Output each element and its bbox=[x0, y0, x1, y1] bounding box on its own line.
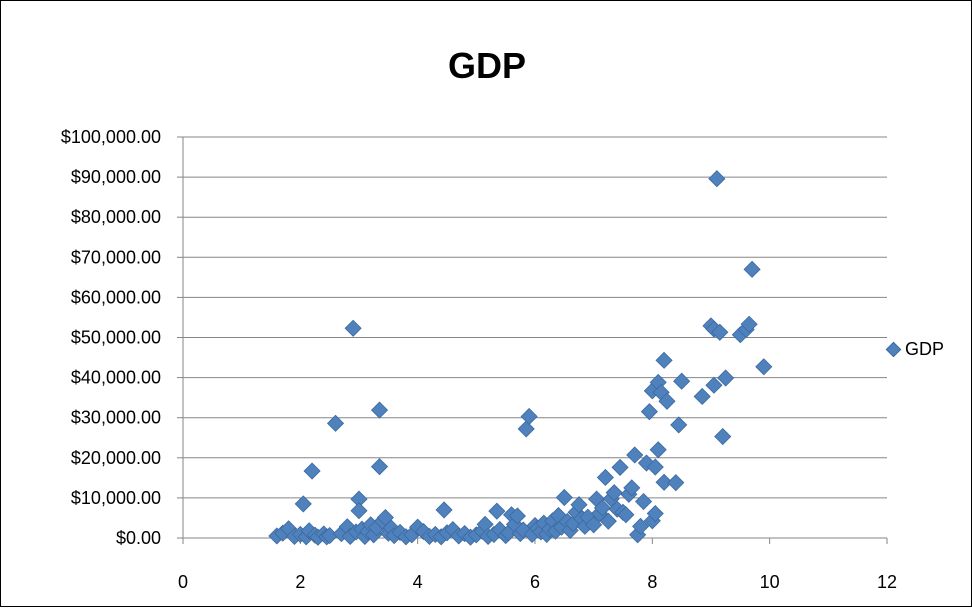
y-tick-label: $0.00 bbox=[116, 528, 161, 548]
data-point bbox=[743, 260, 761, 278]
chart-title: GDP bbox=[447, 45, 526, 86]
grid-layer bbox=[183, 136, 887, 499]
data-point bbox=[508, 507, 526, 525]
data-point bbox=[605, 484, 623, 502]
data-point bbox=[640, 403, 658, 421]
data-point bbox=[693, 387, 711, 406]
data-point bbox=[520, 407, 538, 426]
legend-marker-icon bbox=[885, 341, 902, 358]
data-point bbox=[673, 372, 691, 390]
data-point bbox=[705, 376, 723, 394]
data-point bbox=[599, 512, 617, 530]
data-point bbox=[632, 517, 650, 535]
legend-label: GDP bbox=[905, 339, 945, 359]
data-point bbox=[708, 170, 726, 188]
y-tick-label: $50,000.00 bbox=[71, 328, 161, 348]
data-point bbox=[655, 351, 673, 369]
x-tick-label: 2 bbox=[295, 572, 305, 592]
data-point bbox=[555, 488, 573, 507]
y-tick-label: $40,000.00 bbox=[71, 368, 161, 388]
x-tick-label: 6 bbox=[530, 572, 540, 592]
data-point bbox=[370, 401, 389, 419]
y-tick-label: $20,000.00 bbox=[71, 448, 161, 468]
data-point bbox=[634, 492, 653, 511]
data-point bbox=[517, 420, 535, 438]
data-point bbox=[570, 496, 588, 514]
x-tick-label: 12 bbox=[877, 572, 897, 592]
data-point bbox=[714, 427, 732, 446]
data-point bbox=[303, 462, 321, 480]
data-point bbox=[488, 502, 506, 520]
legend: GDP bbox=[885, 339, 945, 360]
data-point bbox=[370, 458, 389, 476]
data-point bbox=[435, 501, 453, 519]
y-tick-label: $30,000.00 bbox=[71, 408, 161, 428]
data-point bbox=[646, 458, 664, 476]
data-point bbox=[646, 504, 664, 523]
data-point bbox=[326, 414, 345, 432]
x-tick-label: 0 bbox=[178, 572, 188, 592]
y-tick-label: $60,000.00 bbox=[71, 287, 161, 307]
x-tick-label: 10 bbox=[760, 572, 780, 592]
data-point bbox=[596, 468, 614, 487]
y-tick-label: $80,000.00 bbox=[71, 207, 161, 227]
data-point bbox=[294, 495, 312, 513]
data-point bbox=[711, 323, 729, 341]
y-tick-label: $90,000.00 bbox=[71, 167, 161, 187]
x-tick-label: 8 bbox=[647, 572, 657, 592]
data-point bbox=[344, 319, 362, 337]
data-point bbox=[717, 369, 735, 387]
data-point bbox=[637, 454, 656, 472]
points-layer bbox=[268, 170, 773, 546]
data-point bbox=[350, 502, 368, 520]
axis-layer: $0.00 $10,000.00 $20,000.00 $30,000.00 $40,0… bbox=[61, 127, 897, 592]
data-point bbox=[611, 458, 629, 476]
data-point bbox=[670, 416, 688, 434]
data-point bbox=[585, 516, 603, 534]
y-tick-label: $10,000.00 bbox=[71, 488, 161, 508]
x-tick-label: 4 bbox=[413, 572, 423, 592]
data-point bbox=[755, 358, 773, 376]
data-point bbox=[626, 446, 644, 464]
data-point bbox=[617, 506, 635, 524]
data-point bbox=[655, 473, 673, 491]
data-point bbox=[658, 392, 676, 410]
y-tick-label: $100,000.00 bbox=[61, 127, 161, 147]
data-point bbox=[740, 315, 758, 333]
y-tick-label: $70,000.00 bbox=[71, 247, 161, 267]
data-point bbox=[667, 474, 685, 492]
data-point bbox=[593, 499, 612, 517]
data-point bbox=[649, 441, 667, 459]
data-point bbox=[623, 479, 641, 497]
